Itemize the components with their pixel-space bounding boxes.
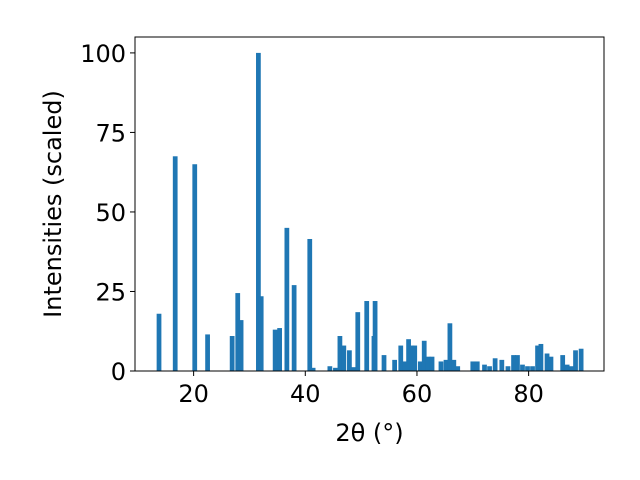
bar	[470, 361, 476, 371]
bar	[310, 367, 316, 371]
bar	[284, 227, 290, 371]
bar	[412, 345, 418, 371]
bar	[438, 361, 444, 371]
bar	[429, 356, 435, 371]
bar	[402, 361, 408, 371]
bar	[474, 361, 480, 371]
bar	[487, 366, 492, 371]
bar	[520, 364, 525, 371]
bar	[417, 361, 423, 371]
bar	[235, 293, 241, 371]
bar	[333, 367, 338, 371]
bar	[347, 350, 352, 371]
bar	[256, 52, 261, 372]
bar	[525, 366, 530, 371]
bar	[569, 366, 574, 371]
bar	[564, 364, 570, 371]
bars-group	[156, 52, 584, 372]
x-axis-label: 2θ (°)	[335, 419, 403, 447]
bar	[535, 345, 540, 371]
bar	[451, 359, 457, 371]
bar	[205, 334, 210, 371]
bar	[548, 356, 554, 371]
plot-frame	[134, 36, 605, 372]
x-tick-label: 80	[513, 380, 544, 408]
bar	[337, 336, 343, 371]
bar	[409, 345, 415, 371]
bar	[291, 285, 297, 371]
bar	[560, 355, 566, 371]
bar	[398, 345, 404, 371]
bar	[499, 359, 505, 371]
bar	[229, 336, 235, 371]
bar	[530, 366, 535, 371]
bar	[538, 343, 544, 371]
bar	[172, 156, 178, 371]
x-tick-label: 40	[290, 380, 321, 408]
y-axis-label: Intensities (scaled)	[39, 90, 67, 318]
bar	[364, 301, 370, 371]
y-axis-ticks: 0 25 50 75 100	[80, 40, 135, 386]
bar	[272, 329, 278, 371]
bar	[511, 355, 516, 371]
bar	[351, 367, 357, 371]
y-tick-label: 75	[95, 119, 126, 147]
bar	[327, 366, 333, 371]
bar	[341, 345, 347, 371]
y-tick-label: 25	[95, 278, 126, 306]
y-tick-label: 0	[111, 358, 126, 386]
bar	[505, 366, 511, 371]
bar	[355, 312, 361, 371]
bar	[192, 164, 198, 371]
bar	[392, 359, 397, 371]
bar	[515, 355, 520, 371]
bar	[544, 353, 550, 371]
bar	[425, 356, 431, 371]
bar	[156, 313, 162, 371]
x-tick-label: 20	[178, 380, 209, 408]
x-tick-label: 60	[402, 380, 433, 408]
bar	[372, 301, 378, 371]
bar	[447, 323, 453, 371]
bar	[455, 366, 461, 371]
y-tick-label: 100	[80, 40, 126, 68]
bar	[482, 364, 487, 371]
bar	[238, 320, 244, 371]
bar	[381, 355, 387, 371]
bar	[578, 348, 584, 371]
bar	[258, 296, 264, 371]
y-tick-label: 50	[95, 199, 126, 227]
bar	[406, 339, 411, 371]
bar	[573, 350, 578, 371]
bar	[277, 328, 282, 371]
bar	[443, 359, 449, 371]
bar	[492, 358, 498, 371]
x-axis-ticks: 20 40 60 80	[178, 371, 544, 408]
bar	[421, 340, 427, 371]
bar	[307, 238, 313, 371]
